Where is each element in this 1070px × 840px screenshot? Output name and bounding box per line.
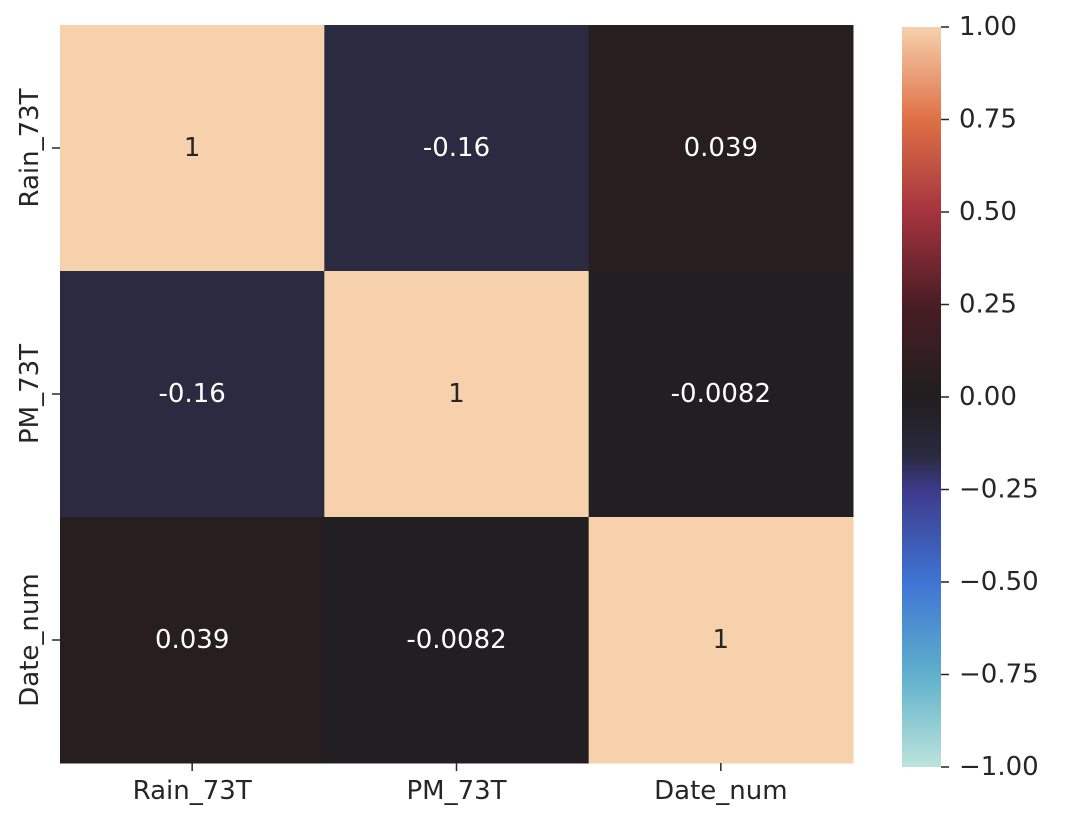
cell-annotation: -0.16 <box>159 379 226 409</box>
x-axis: Rain_73T PM_73T Date_num <box>133 763 788 806</box>
heatmap-cell <box>324 517 590 764</box>
cell-annotation: -0.16 <box>423 133 490 163</box>
x-tick-label: Date_num <box>654 776 787 806</box>
colorbar-tick-label: 1.00 <box>959 12 1017 42</box>
cell-annotation: -0.0082 <box>671 379 771 409</box>
colorbar-ticks: 1.00 0.75 0.50 0.25 0.00 −0.25 −0.50 −0.75 −1.00 <box>941 12 1039 782</box>
heatmap-cell <box>60 271 325 518</box>
y-tick-label: Date_num <box>15 573 45 706</box>
cell-annotation: -0.0082 <box>406 625 506 655</box>
y-tick-label: Rain_73T <box>15 88 45 207</box>
x-tick-label: Rain_73T <box>133 776 252 806</box>
cell-annotation: 0.039 <box>684 133 758 163</box>
heatmap-cell <box>588 25 854 272</box>
colorbar-tick-label: 0.25 <box>959 290 1017 320</box>
heatmap-cell <box>324 25 590 272</box>
colorbar-tick-label: 0.00 <box>959 382 1017 412</box>
cell-annotation: 0.039 <box>155 625 229 655</box>
x-tick-label: PM_73T <box>406 776 506 806</box>
cell-annotation: 1 <box>184 133 201 163</box>
colorbar-tick-label: −0.25 <box>959 475 1039 505</box>
cell-annotation: 1 <box>448 379 465 409</box>
cell-annotation: 1 <box>713 625 730 655</box>
heatmap-cells <box>60 25 854 764</box>
heatmap-cell <box>60 517 325 764</box>
y-tick-label: PM_73T <box>15 344 45 444</box>
colorbar-tick-label: 0.50 <box>959 197 1017 227</box>
y-axis: Rain_73T PM_73T Date_num <box>15 88 60 707</box>
heatmap-annotations: 1 -0.16 0.039 -0.16 1 -0.0082 0.039 -0.0082 1 <box>155 133 771 655</box>
colorbar-tick-label: 0.75 <box>959 105 1017 135</box>
colorbar-tick-label: −0.50 <box>959 567 1039 597</box>
colorbar-tick-label: −0.75 <box>959 660 1039 690</box>
colorbar-tick-label: −1.00 <box>959 752 1039 782</box>
heatmap-cell <box>60 25 325 272</box>
heatmap-cell <box>324 271 590 518</box>
heatmap-cell <box>588 271 854 518</box>
colorbar-gradient <box>902 27 941 767</box>
heatmap-cell <box>588 517 854 764</box>
colorbar: 1.00 0.75 0.50 0.25 0.00 −0.25 −0.50 −0.75 −1.00 <box>902 12 1039 782</box>
